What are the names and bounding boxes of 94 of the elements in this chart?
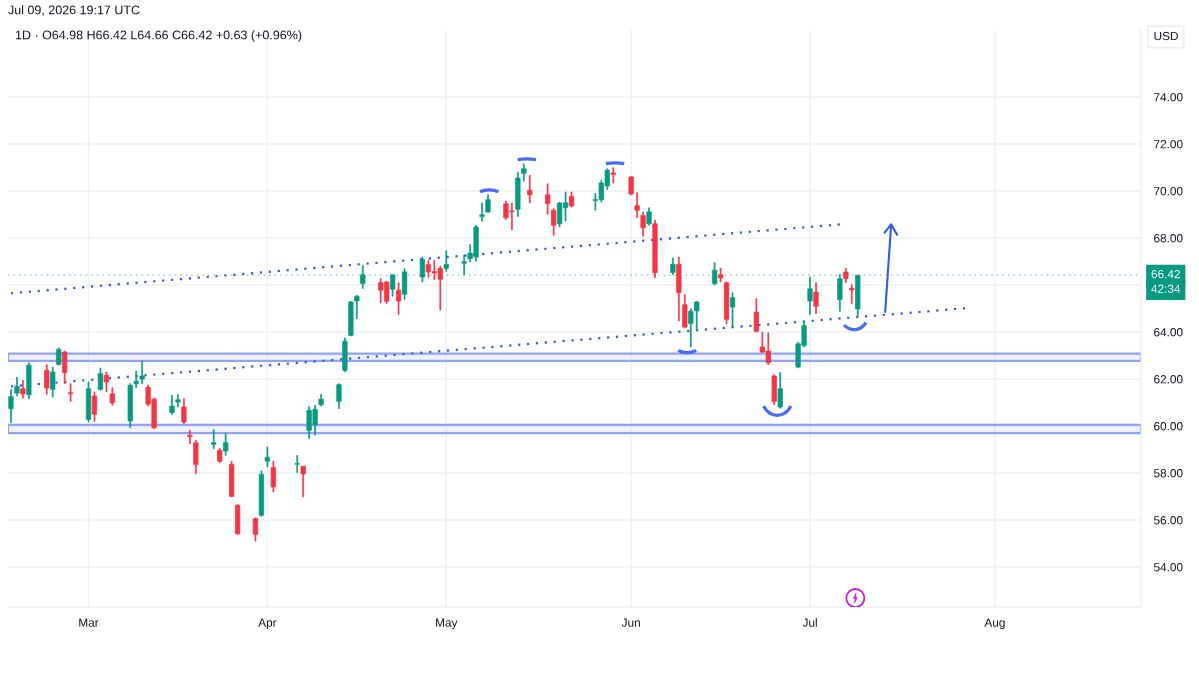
candlestick xyxy=(270,460,276,493)
candlestick xyxy=(109,387,115,406)
candlestick xyxy=(68,383,74,402)
candlestick xyxy=(807,276,813,315)
candlestick xyxy=(634,192,640,219)
candlestick xyxy=(8,389,14,424)
y-tick-label: 70.00 xyxy=(1154,187,1183,196)
candlestick xyxy=(14,376,20,397)
candlestick xyxy=(133,370,139,389)
y-tick-label: 62.00 xyxy=(1154,375,1183,384)
candlestick xyxy=(318,393,324,407)
candlestick xyxy=(717,267,724,283)
candlestick xyxy=(229,460,235,498)
candlestick xyxy=(777,372,783,409)
y-axis-title: USD xyxy=(1154,31,1178,41)
candlestick xyxy=(252,517,259,542)
candlestick xyxy=(169,394,175,415)
candlestick xyxy=(258,470,265,517)
candlestick xyxy=(837,274,843,312)
candlestick xyxy=(390,274,396,297)
candlestick xyxy=(753,298,759,333)
candlestick xyxy=(712,262,718,286)
candlestick xyxy=(20,380,26,399)
x-tick-label: May xyxy=(436,618,458,630)
candlestick xyxy=(610,167,616,184)
candlestick xyxy=(91,391,98,422)
candlestick xyxy=(723,281,730,325)
candlestick xyxy=(676,256,682,322)
candlestick xyxy=(187,429,193,444)
candlestick xyxy=(342,337,348,373)
candlestick xyxy=(50,366,56,398)
candlestick xyxy=(62,350,68,385)
candlestick xyxy=(419,256,426,283)
text: Jul 09, 2026 19:17 UTC xyxy=(8,5,140,16)
candlestick xyxy=(646,207,652,226)
candlestick xyxy=(729,292,736,328)
candlestick xyxy=(771,374,777,405)
y-tick-label: 60.00 xyxy=(1154,422,1183,431)
candlestick xyxy=(85,381,92,423)
candlestick xyxy=(670,257,676,276)
candlestick xyxy=(443,250,449,272)
y-tick-label: 56.00 xyxy=(1153,516,1183,525)
text: 42:34 xyxy=(1151,284,1181,293)
candlestick xyxy=(139,360,145,385)
candlestick xyxy=(545,183,551,215)
x-tick-label: Apr xyxy=(258,618,277,630)
candlestick xyxy=(193,440,199,475)
candlestick xyxy=(234,504,241,535)
candlestick xyxy=(652,220,658,279)
ref-line-label: 66.42 xyxy=(1151,269,1180,279)
candlestick xyxy=(360,264,366,289)
y-tick-label: 74.00 xyxy=(1154,93,1183,102)
candlestick xyxy=(217,448,223,464)
candlestick xyxy=(521,163,527,182)
candlestick xyxy=(682,294,688,329)
y-tick-label: 54.00 xyxy=(1153,563,1183,572)
candlestick xyxy=(395,282,402,315)
y-tick-label: 68.00 xyxy=(1154,234,1183,243)
x-tick-label: Jul xyxy=(802,618,817,627)
candlestick xyxy=(26,362,32,400)
candlestick xyxy=(336,383,342,409)
candlestick xyxy=(568,191,575,208)
candlestick xyxy=(97,367,104,391)
candlestick xyxy=(855,274,861,317)
candlestick xyxy=(843,267,849,284)
candlestick xyxy=(551,208,557,236)
x-tick-label: Jun xyxy=(621,618,640,627)
candlestick xyxy=(849,284,855,304)
chart-title: 1D · O64.98 H66.42 L64.66 C66.42 +0.63 (+0.96%) xyxy=(15,30,302,42)
y-tick-label: 64.00 xyxy=(1154,328,1183,337)
candlestick xyxy=(103,371,110,393)
candlestick xyxy=(485,194,491,213)
candlestick xyxy=(175,394,181,408)
candlestick xyxy=(640,211,646,237)
candlestick xyxy=(527,174,533,204)
candlestick xyxy=(264,446,271,468)
candlestick xyxy=(628,176,634,196)
candlestick xyxy=(211,429,217,449)
candlestick xyxy=(44,364,50,395)
x-tick-label: Mar xyxy=(79,618,99,627)
x-tick-label: Aug xyxy=(984,618,1005,630)
candlestick xyxy=(461,254,467,276)
candlestick xyxy=(479,202,485,222)
candlestick xyxy=(813,282,819,315)
candlestick xyxy=(181,398,187,425)
candlestick xyxy=(56,347,62,366)
y-tick-label: 72.00 xyxy=(1154,140,1183,149)
y-tick-label: 58.00 xyxy=(1153,469,1183,478)
candlestick xyxy=(127,383,133,429)
candlestick xyxy=(515,171,521,217)
candlestick xyxy=(300,465,306,498)
candlestick xyxy=(401,268,408,300)
candlestick xyxy=(223,433,229,456)
candlestick xyxy=(294,455,300,473)
